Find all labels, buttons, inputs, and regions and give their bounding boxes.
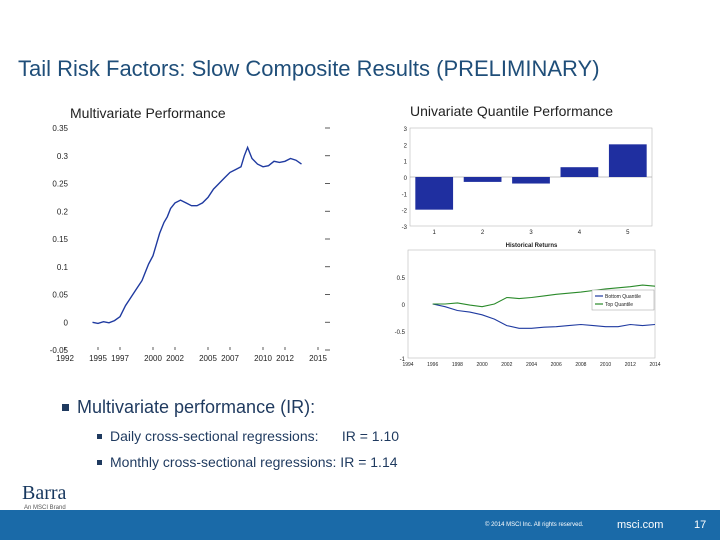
x-tick-label: 1 [433, 230, 437, 236]
bar-quantile-5 [608, 144, 647, 177]
x-tick-label: 1995 [89, 354, 107, 363]
y-tick-label: 0.35 [52, 124, 68, 133]
x-tick-label: 4 [578, 230, 582, 236]
x-tick-label: 2010 [600, 362, 611, 368]
y-tick-label: 0.15 [52, 235, 68, 244]
bullet-square-icon [97, 459, 102, 465]
series-line-bottom [432, 303, 656, 329]
x-tick-label: 2015 [309, 354, 327, 363]
footer-bar [0, 510, 720, 540]
bullet-list: Multivariate performance (IR): Daily cro… [62, 397, 399, 470]
page-number: 17 [694, 519, 707, 531]
y-tick-label: 0 [404, 176, 408, 182]
x-tick-label: 2000 [477, 362, 488, 368]
y-tick-label: -0.5 [395, 330, 406, 336]
sub-bullet-monthly: Monthly cross-sectional regressions: IR … [97, 454, 399, 470]
sub-bullet-monthly-text: Monthly cross-sectional regressions: IR … [110, 454, 398, 470]
site-link[interactable]: msci.com [617, 519, 664, 531]
x-tick-label: 2010 [254, 354, 272, 363]
x-tick-label: 2006 [551, 362, 562, 368]
y-tick-label: 0.05 [52, 291, 68, 300]
y-tick-label: 0.2 [57, 207, 69, 216]
x-tick-label: 3 [529, 230, 533, 236]
x-tick-label: 1997 [111, 354, 129, 363]
y-tick-label: 0 [402, 303, 406, 309]
historical-returns-title: Historical Returns [506, 243, 558, 249]
bar-quantile-4 [560, 167, 599, 177]
cumulative-return-line [92, 145, 302, 325]
bar-quantile-2 [463, 177, 502, 182]
x-tick-label: 1996 [427, 362, 438, 368]
slide-title: Tail Risk Factors: Slow Composite Result… [18, 56, 600, 81]
x-tick-label: 1998 [452, 362, 463, 368]
bullet-square-icon [62, 404, 69, 411]
plot-frame [407, 249, 656, 359]
y-tick-label: -0.05 [50, 346, 69, 355]
x-tick-label: 5 [626, 230, 630, 236]
multivariate-chart-title: Multivariate Performance [70, 105, 226, 121]
legend-box [591, 289, 655, 311]
copyright-text: © 2014 MSCI Inc. All rights reserved. [485, 522, 584, 528]
x-tick-label: 2007 [221, 354, 239, 363]
x-tick-label: 1994 [402, 362, 413, 368]
sub-bullet-daily-text: Daily cross-sectional regressions: IR = … [110, 428, 400, 444]
y-tick-label: 0.5 [397, 276, 406, 282]
sub-bullet-daily: Daily cross-sectional regressions: IR = … [97, 428, 399, 444]
legend-label: Top Quantile [605, 302, 633, 308]
barra-logo-subtitle: An MSCI Brand [24, 505, 66, 511]
x-tick-label: 2005 [199, 354, 217, 363]
y-tick-label: 0 [64, 318, 69, 327]
x-tick-label: 2000 [144, 354, 162, 363]
y-tick-label: 1 [404, 160, 408, 166]
y-tick-label: -1 [402, 192, 408, 198]
y-tick-label: 0.25 [52, 180, 68, 189]
x-tick-label: 2008 [575, 362, 586, 368]
x-tick-label: 1992 [56, 354, 74, 363]
univariate-chart-title: Univariate Quantile Performance [410, 103, 614, 119]
legend-label: Bottom Quantile [605, 294, 641, 300]
y-tick-label: 3 [404, 127, 408, 133]
x-tick-label: 2002 [166, 354, 184, 363]
bar-quantile-3 [512, 177, 550, 184]
x-tick-label: 2 [481, 230, 485, 236]
y-tick-label: 0.1 [57, 263, 69, 272]
x-tick-label: 2004 [526, 362, 537, 368]
bullet-main: Multivariate performance (IR): [62, 397, 399, 418]
y-tick-label: -3 [402, 225, 408, 231]
series-line-top [432, 284, 656, 308]
y-tick-label: -2 [402, 209, 408, 215]
y-tick-label: 0.3 [57, 152, 69, 161]
barra-logo: Barra [22, 482, 67, 504]
x-tick-label: 2002 [501, 362, 512, 368]
y-tick-label: 2 [404, 143, 408, 149]
x-tick-label: 2012 [276, 354, 294, 363]
x-tick-label: 2012 [625, 362, 636, 368]
bullet-square-icon [97, 433, 102, 439]
y-tick-label: -1 [400, 357, 406, 363]
bullet-main-text: Multivariate performance (IR): [77, 397, 316, 417]
x-tick-label: 2014 [649, 362, 660, 368]
bar-quantile-1 [415, 177, 454, 210]
